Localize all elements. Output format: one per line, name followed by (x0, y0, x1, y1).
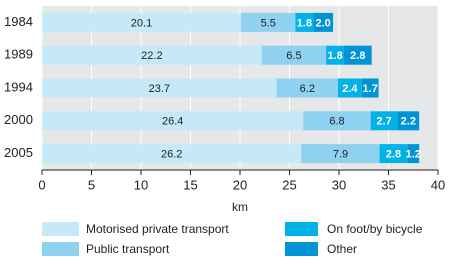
bar-segment (42, 45, 262, 65)
legend-label: On foot/by bicycle (327, 222, 423, 236)
legend-label: Motorised private transport (86, 222, 229, 236)
x-tick-label: 20 (233, 177, 247, 192)
bar-segment (42, 111, 304, 131)
bar-segment (397, 111, 420, 131)
x-tick-label: 0 (38, 177, 45, 192)
x-tick-label: 35 (381, 177, 395, 192)
bar-segment (361, 78, 379, 98)
value-label: 6.2 (300, 83, 315, 95)
legend-swatch (42, 222, 79, 236)
y-tick-label: 1994 (4, 79, 33, 94)
x-tick-label: 25 (282, 177, 296, 192)
value-label: 23.7 (149, 83, 170, 95)
bar-segment (295, 12, 314, 32)
bar-segment (276, 78, 339, 98)
value-label: 6.5 (286, 50, 301, 62)
bar-segment (240, 12, 296, 32)
value-label: 20.1 (131, 17, 152, 29)
value-label: 6.8 (329, 116, 344, 128)
value-label: 2.4 (342, 83, 358, 95)
y-tick-label: 1989 (4, 47, 33, 62)
bar-segment (42, 78, 277, 98)
bar-segment (326, 45, 344, 65)
bar-segment (313, 12, 334, 32)
x-tick-label: 15 (183, 177, 197, 192)
value-label: 5.5 (261, 17, 276, 29)
bar-segment (407, 144, 420, 164)
y-tick-label: 2005 (4, 145, 33, 160)
bar-segment (42, 12, 241, 32)
bar-segment (370, 111, 398, 131)
value-label: 2.0 (316, 17, 331, 29)
bar-segment (338, 78, 362, 98)
value-label: 1.7 (363, 83, 378, 95)
value-label: 1.8 (327, 50, 342, 62)
x-tick-label: 10 (134, 177, 148, 192)
value-label: 2.2 (401, 116, 416, 128)
y-tick-label: 2000 (4, 112, 33, 127)
value-label: 26.2 (161, 149, 182, 161)
value-label: 2.8 (386, 149, 401, 161)
value-label: 1.8 (297, 17, 312, 29)
legend-label: Public transport (86, 242, 170, 256)
value-label: 26.4 (162, 116, 183, 128)
value-label: 7.9 (333, 149, 348, 161)
bar-segment (261, 45, 327, 65)
value-label: 1.2 (406, 149, 421, 161)
legend-label: Other (327, 242, 357, 256)
bar-segment (379, 144, 408, 164)
legend-swatch (285, 222, 318, 236)
x-tick-label: 5 (88, 177, 95, 192)
y-tick-label: 1984 (4, 14, 33, 29)
legend-swatch (42, 242, 79, 256)
bar-segment (303, 111, 371, 131)
value-label: 2.7 (376, 116, 391, 128)
bar-segment (301, 144, 380, 164)
value-label: 22.2 (141, 50, 162, 62)
x-tick-label: 30 (332, 177, 346, 192)
x-tick-label: 40 (431, 177, 445, 192)
legend-swatch (285, 242, 318, 256)
bar-segment (42, 144, 302, 164)
value-label: 2.8 (350, 50, 365, 62)
bar-segment (343, 45, 372, 65)
x-axis-label: km (232, 200, 248, 214)
